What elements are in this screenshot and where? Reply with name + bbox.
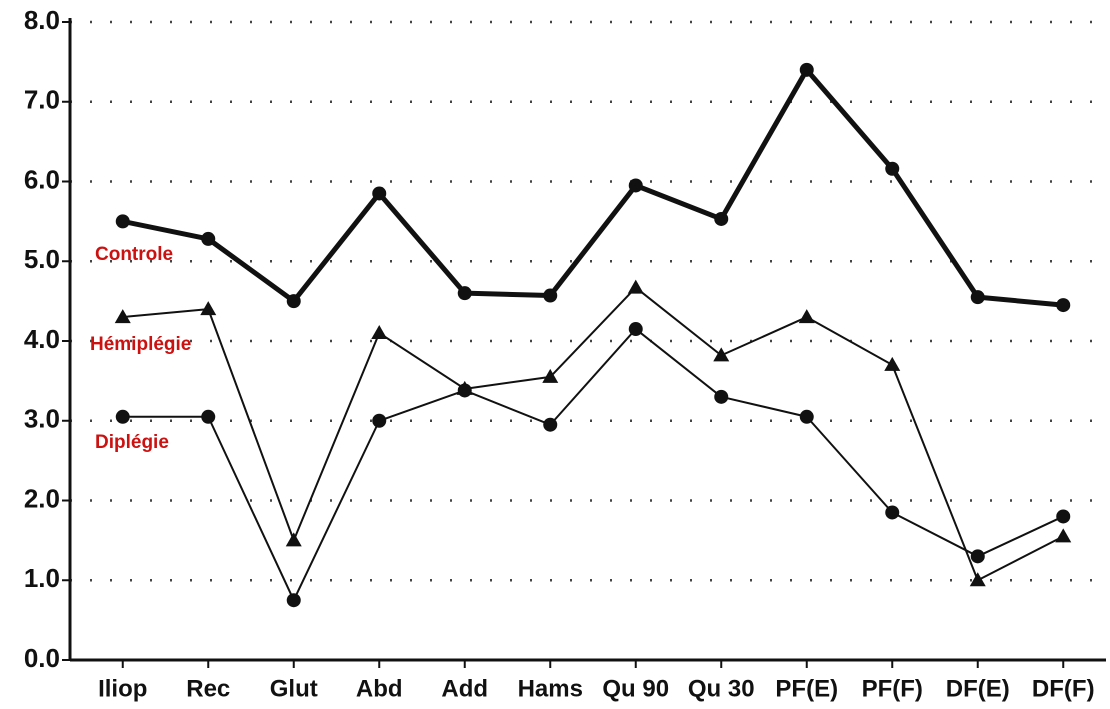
x-tick-label: Qu 30 xyxy=(688,675,755,702)
x-tick-label: Iliop xyxy=(98,675,147,702)
marker xyxy=(628,322,643,337)
marker xyxy=(457,286,472,301)
marker xyxy=(200,301,217,316)
marker xyxy=(970,549,985,564)
series-label: Diplégie xyxy=(95,432,169,453)
marker xyxy=(714,389,729,404)
marker xyxy=(627,279,644,294)
marker xyxy=(115,409,130,424)
marker xyxy=(1056,509,1071,524)
marker xyxy=(885,161,900,176)
y-tick-label: 0.0 xyxy=(24,643,60,673)
marker xyxy=(201,409,216,424)
marker xyxy=(969,572,986,587)
series-label: Controle xyxy=(95,244,173,265)
series-line xyxy=(122,67,1064,308)
marker xyxy=(372,413,387,428)
marker xyxy=(798,309,815,324)
x-tick-label: PF(F) xyxy=(862,675,923,702)
x-tick-label: DF(F) xyxy=(1032,675,1095,702)
marker xyxy=(542,368,559,383)
marker xyxy=(543,288,558,303)
y-tick-label: 3.0 xyxy=(24,404,60,434)
marker xyxy=(799,409,814,424)
marker xyxy=(884,356,901,371)
x-tick-label: Add xyxy=(441,675,488,702)
marker xyxy=(714,211,729,226)
marker xyxy=(285,532,302,547)
marker xyxy=(799,62,814,77)
x-tick-label: Hams xyxy=(518,675,583,702)
y-tick-label: 1.0 xyxy=(24,563,60,593)
x-tick-label: Qu 90 xyxy=(602,675,669,702)
y-tick-label: 8.0 xyxy=(24,5,60,35)
series-line xyxy=(122,286,1064,582)
marker xyxy=(286,294,301,309)
x-tick-label: Abd xyxy=(356,675,403,702)
marker xyxy=(1055,528,1072,543)
marker xyxy=(114,309,131,324)
marker xyxy=(713,347,730,362)
series-line xyxy=(122,328,1064,602)
x-tick-label: PF(E) xyxy=(775,675,838,702)
marker xyxy=(115,214,130,229)
marker xyxy=(457,383,472,398)
marker xyxy=(371,325,388,340)
x-tick-label: Glut xyxy=(270,675,318,702)
marker xyxy=(628,178,643,193)
marker xyxy=(970,290,985,305)
y-tick-label: 4.0 xyxy=(24,324,60,354)
x-tick-label: DF(E) xyxy=(946,675,1010,702)
marker xyxy=(286,593,301,608)
marker xyxy=(1056,298,1071,313)
y-tick-label: 5.0 xyxy=(24,244,60,274)
x-tick-label: Rec xyxy=(186,675,230,702)
marker xyxy=(372,186,387,201)
y-tick-label: 6.0 xyxy=(24,164,60,194)
series-label: Hémiplégie xyxy=(90,334,191,355)
marker xyxy=(543,417,558,432)
y-tick-label: 2.0 xyxy=(24,483,60,513)
marker xyxy=(885,505,900,520)
marker xyxy=(201,231,216,246)
y-tick-label: 7.0 xyxy=(24,85,60,115)
